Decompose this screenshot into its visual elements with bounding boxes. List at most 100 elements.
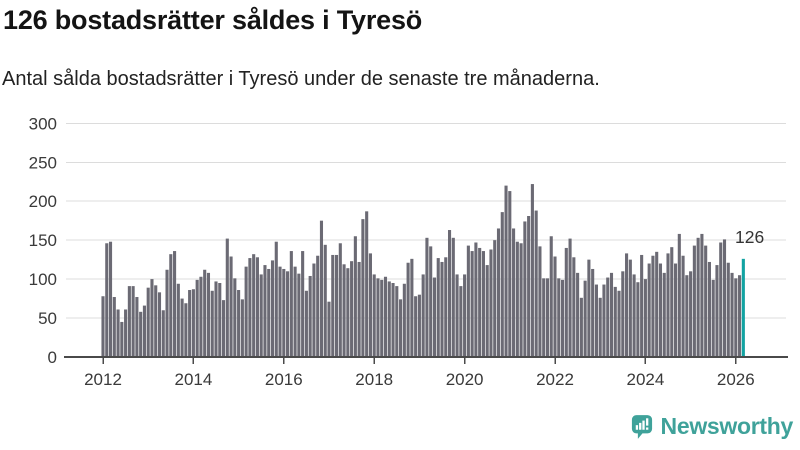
bar [666, 253, 670, 357]
bar [704, 245, 708, 357]
bar [470, 251, 474, 357]
bar [157, 292, 162, 357]
bar [640, 254, 644, 357]
bar [621, 271, 625, 357]
chart-subtitle: Antal sålda bostadsrätter i Tyresö under… [2, 68, 600, 90]
bar [255, 257, 259, 357]
bar [534, 210, 538, 357]
bar [719, 242, 723, 357]
bar [161, 310, 165, 357]
bar [636, 282, 640, 357]
x-axis-label: 2026 [717, 370, 755, 389]
bar [233, 278, 237, 357]
bar [131, 286, 135, 357]
bar [474, 242, 478, 357]
bar [417, 294, 421, 357]
bar [240, 299, 244, 357]
bar [184, 303, 188, 357]
bar [316, 255, 320, 357]
bar [609, 272, 614, 357]
bar [101, 296, 105, 357]
bar [263, 265, 267, 357]
bar [512, 228, 516, 357]
bar [726, 262, 730, 357]
bar [738, 275, 742, 357]
bar [685, 275, 689, 357]
bar [237, 290, 241, 357]
bar [414, 296, 418, 357]
bar [681, 255, 685, 357]
bar [549, 236, 553, 357]
bar [436, 258, 440, 357]
bar [425, 237, 429, 357]
bar [229, 256, 233, 357]
newsworthy-logo-link[interactable]: Newsworthy [631, 413, 793, 440]
x-axis-label: 2016 [265, 370, 303, 389]
page-title: 126 bostadsrätter såldes i Tyresö [3, 5, 423, 35]
bar [711, 279, 715, 357]
bar [485, 265, 489, 357]
bar [124, 309, 128, 357]
bar [632, 274, 636, 357]
bar [252, 254, 256, 357]
bar [199, 276, 203, 357]
x-axis-label: 2018 [355, 370, 393, 389]
bar [350, 261, 354, 357]
bar [203, 269, 207, 357]
y-axis-label: 50 [38, 309, 57, 328]
bar [221, 300, 226, 357]
y-axis-label: 250 [29, 153, 57, 172]
bar [496, 228, 501, 357]
bar [459, 286, 463, 357]
y-axis-label: 150 [29, 231, 57, 250]
bar [154, 285, 158, 357]
bar [466, 245, 470, 357]
x-axis-label: 2012 [84, 370, 122, 389]
bar [308, 275, 312, 357]
bar [391, 283, 395, 357]
bar [146, 287, 150, 357]
bar [173, 251, 177, 357]
bar [463, 274, 467, 357]
bar [323, 244, 327, 357]
bar [647, 263, 651, 357]
bar [670, 247, 674, 357]
bar [304, 290, 308, 357]
bar [538, 246, 542, 357]
bar [244, 266, 248, 357]
bar [225, 238, 229, 357]
bar [560, 279, 565, 357]
bar [274, 241, 278, 357]
x-axis-label: 2020 [446, 370, 484, 389]
bar [180, 298, 184, 357]
bar [598, 297, 602, 357]
bar [662, 272, 666, 357]
bar [116, 309, 120, 357]
bar [481, 251, 485, 357]
bar [440, 261, 444, 357]
bar [312, 263, 316, 357]
bar [602, 284, 606, 357]
bar [545, 278, 550, 357]
x-axis-label: 2022 [536, 370, 574, 389]
bar [625, 253, 629, 357]
bar [353, 236, 357, 357]
bar [286, 271, 290, 357]
bar [112, 297, 116, 357]
bar [169, 254, 173, 357]
bar [282, 268, 286, 357]
bar [278, 266, 282, 357]
y-axis-label: 200 [29, 192, 57, 211]
bar [730, 272, 734, 357]
bar [587, 259, 591, 358]
bar [673, 263, 678, 357]
bar [542, 278, 546, 357]
bar [259, 274, 263, 357]
bar [500, 212, 504, 357]
bar [372, 274, 376, 357]
bar [338, 243, 342, 357]
bar [583, 280, 587, 357]
highlighted-bar [741, 258, 745, 357]
bar [191, 289, 195, 357]
